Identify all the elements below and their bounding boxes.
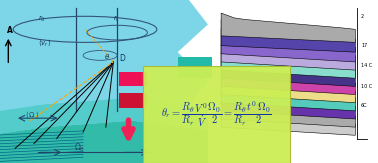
Polygon shape <box>221 20 355 52</box>
Polygon shape <box>221 36 355 70</box>
Polygon shape <box>178 57 212 78</box>
FancyBboxPatch shape <box>119 72 147 86</box>
FancyBboxPatch shape <box>119 93 147 108</box>
Text: $\theta$: $\theta$ <box>104 52 110 61</box>
Polygon shape <box>221 68 355 103</box>
Text: 6C: 6C <box>361 104 367 108</box>
Text: $\langle\,\Omega\,\rangle$: $\langle\,\Omega\,\rangle$ <box>25 109 39 119</box>
Text: $r_i$: $r_i$ <box>113 14 119 24</box>
Text: $\theta_r = \dfrac{R_\theta}{R_r}\dfrac{V^0}{\dot{V}}\dfrac{\Omega_0}{2} = \dfra: $\theta_r = \dfrac{R_\theta}{R_r}\dfrac{… <box>161 100 272 129</box>
Polygon shape <box>221 57 355 95</box>
Polygon shape <box>0 0 208 163</box>
Polygon shape <box>221 65 355 119</box>
Text: D: D <box>119 54 125 63</box>
Polygon shape <box>0 121 208 163</box>
Polygon shape <box>221 13 355 42</box>
Polygon shape <box>221 72 355 111</box>
Text: A: A <box>7 26 13 35</box>
Text: 10 C: 10 C <box>361 84 372 89</box>
FancyBboxPatch shape <box>143 66 290 163</box>
Polygon shape <box>221 108 355 135</box>
Text: $r_0$: $r_0$ <box>38 14 45 24</box>
Text: $\langle v_r \rangle$: $\langle v_r \rangle$ <box>38 38 51 49</box>
Text: $\Omega_0$: $\Omega_0$ <box>74 142 85 154</box>
Polygon shape <box>221 28 355 62</box>
Polygon shape <box>221 95 355 127</box>
Polygon shape <box>221 49 355 86</box>
Polygon shape <box>221 42 355 78</box>
Text: 2: 2 <box>361 14 364 19</box>
FancyBboxPatch shape <box>217 0 378 163</box>
Text: 17: 17 <box>361 43 367 48</box>
Polygon shape <box>0 98 208 134</box>
Text: 14 C: 14 C <box>361 63 372 68</box>
